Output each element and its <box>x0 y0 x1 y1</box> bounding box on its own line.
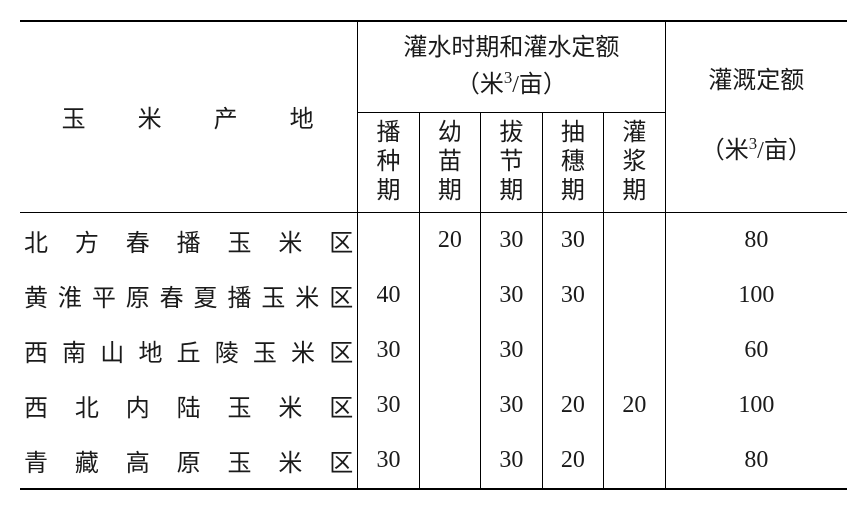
header-period-group: 灌水时期和灌水定额 （米3/亩） <box>358 21 665 113</box>
cell-region: 北方春播玉米区 <box>20 212 358 268</box>
cell-region: 青藏高原玉米区 <box>20 433 358 489</box>
cell-value: 20 <box>542 378 603 433</box>
cell-value: 30 <box>481 323 542 378</box>
cell-value: 40 <box>358 268 419 323</box>
table-row: 西北内陆玉米区 30 30 20 20 100 <box>20 378 847 433</box>
cell-total: 60 <box>665 323 847 378</box>
cell-value <box>604 212 665 268</box>
cell-value: 30 <box>358 378 419 433</box>
cell-value: 20 <box>604 378 665 433</box>
cell-value <box>604 323 665 378</box>
cell-value <box>604 268 665 323</box>
irrigation-table: 玉 米 产 地 灌水时期和灌水定额 （米3/亩） 灌溉定额 （米3/亩） 播种期… <box>20 20 847 490</box>
header-region: 玉 米 产 地 <box>20 21 358 212</box>
cell-value: 30 <box>481 378 542 433</box>
cell-value: 30 <box>542 268 603 323</box>
cell-value <box>419 268 480 323</box>
cell-value <box>419 378 480 433</box>
cell-value: 20 <box>542 433 603 489</box>
cell-total: 100 <box>665 268 847 323</box>
header-period-1: 幼苗期 <box>419 113 480 212</box>
cell-value <box>419 433 480 489</box>
cell-value: 30 <box>542 212 603 268</box>
cell-region: 黄淮平原春夏播玉米区 <box>20 268 358 323</box>
cell-region: 西南山地丘陵玉米区 <box>20 323 358 378</box>
cell-value <box>542 323 603 378</box>
table-body: 北方春播玉米区 20 30 30 80 黄淮平原春夏播玉米区 40 30 30 … <box>20 212 847 489</box>
header-period-group-unit: （米3/亩） <box>456 72 567 98</box>
cell-value: 30 <box>481 268 542 323</box>
header-total-unit: （米3/亩） <box>701 138 812 164</box>
cell-value: 30 <box>358 323 419 378</box>
table-row: 青藏高原玉米区 30 30 20 80 <box>20 433 847 489</box>
cell-total: 80 <box>665 433 847 489</box>
header-period-0: 播种期 <box>358 113 419 212</box>
cell-value <box>604 433 665 489</box>
header-period-4: 灌浆期 <box>604 113 665 212</box>
cell-value <box>419 323 480 378</box>
cell-value <box>358 212 419 268</box>
header-total-label: 灌溉定额 <box>708 68 804 94</box>
cell-value: 30 <box>358 433 419 489</box>
cell-total: 100 <box>665 378 847 433</box>
cell-total: 80 <box>665 212 847 268</box>
table-row: 西南山地丘陵玉米区 30 30 60 <box>20 323 847 378</box>
header-region-label: 玉 米 产 地 <box>62 107 328 133</box>
cell-value: 30 <box>481 433 542 489</box>
header-total: 灌溉定额 （米3/亩） <box>665 21 847 212</box>
table-row: 北方春播玉米区 20 30 30 80 <box>20 212 847 268</box>
irrigation-table-container: 玉 米 产 地 灌水时期和灌水定额 （米3/亩） 灌溉定额 （米3/亩） 播种期… <box>20 20 847 490</box>
cell-value: 20 <box>419 212 480 268</box>
header-period-3: 抽穗期 <box>542 113 603 212</box>
table-row: 黄淮平原春夏播玉米区 40 30 30 100 <box>20 268 847 323</box>
cell-value: 30 <box>481 212 542 268</box>
header-period-group-label: 灌水时期和灌水定额 <box>403 35 619 61</box>
header-period-2: 拔节期 <box>481 113 542 212</box>
cell-region: 西北内陆玉米区 <box>20 378 358 433</box>
